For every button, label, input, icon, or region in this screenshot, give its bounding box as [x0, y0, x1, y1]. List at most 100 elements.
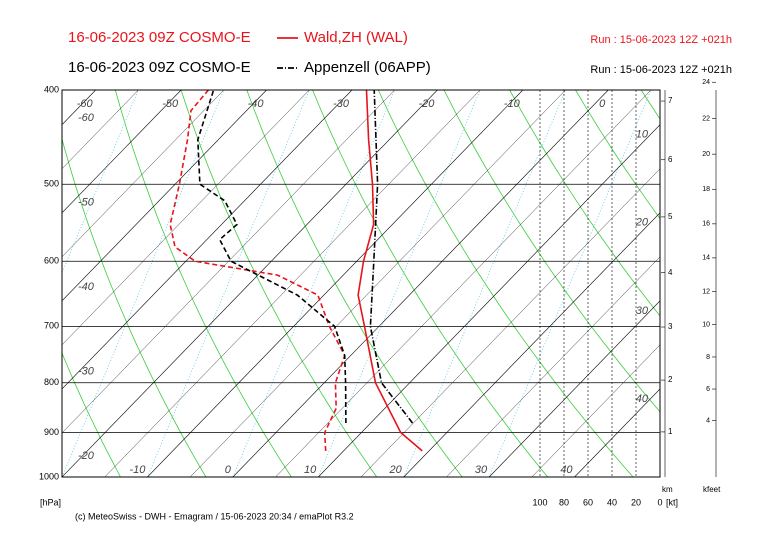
isotherm-label: 10	[636, 129, 649, 141]
dry-adiabat	[174, 68, 376, 477]
isotherm-minor	[105, 90, 480, 477]
height-tick-label: 24	[702, 79, 710, 86]
grid-layer	[0, 68, 766, 477]
isotherm-label: -60	[77, 98, 94, 110]
dry-adiabat-label: -60	[78, 112, 95, 124]
dry-adiabat-label: -50	[78, 196, 95, 208]
isotherm-minor	[446, 90, 766, 477]
isotherm-label: 20	[635, 217, 649, 229]
plot-frame	[62, 90, 660, 477]
mixing-ratio-line	[404, 90, 566, 477]
height-tick-label: 2	[668, 375, 673, 384]
isotherm-label: 30	[475, 464, 488, 476]
height-tick-label: 1	[668, 427, 673, 436]
isotherm-label: -10	[130, 464, 147, 476]
dewpoint-curve	[170, 90, 345, 451]
height-tick-label: 7	[668, 96, 673, 105]
y-tick-label: 400	[44, 84, 59, 94]
dry-adiabat	[369, 68, 633, 477]
isotherm-label: 40	[560, 464, 573, 476]
temperature-curve	[358, 90, 422, 451]
isotherm	[318, 90, 693, 477]
station-name: Wald,ZH (WAL)	[304, 29, 408, 46]
height-tick-label: 6	[668, 155, 673, 164]
height-tick-label: 14	[702, 255, 710, 262]
run-info: Run : 15-06-2023 12Z +021h	[590, 64, 732, 76]
height-tick-label: 18	[702, 186, 710, 193]
isotherm-label: -30	[333, 98, 350, 110]
wind-tick-label: 40	[607, 497, 617, 507]
mixing-ratio-line	[147, 90, 309, 477]
height-tick-label: 8	[706, 354, 710, 361]
wind-tick-label: 100	[532, 497, 547, 507]
dry-adiabat	[304, 68, 548, 477]
height-tick-label: 4	[668, 268, 673, 277]
isotherm	[147, 90, 522, 477]
height-tick-label: 4	[706, 417, 710, 424]
height-tick-label: 6	[706, 386, 710, 393]
isotherm	[489, 90, 766, 477]
y-axis-label: [hPa]	[40, 497, 61, 507]
isotherm-minor	[0, 90, 224, 477]
km-label: km	[662, 485, 673, 494]
isotherm-label: 0	[225, 464, 232, 476]
isotherm-label: -10	[504, 98, 521, 110]
station-name: Appenzell (06APP)	[304, 59, 431, 76]
height-tick-label: 12	[702, 288, 710, 295]
station-model: 16-06-2023 09Z COSMO-E	[68, 59, 251, 76]
height-tick-label: 22	[702, 115, 710, 122]
dry-adiabat	[433, 68, 718, 477]
isotherm-minor	[19, 90, 394, 477]
y-tick-label: 1000	[39, 471, 59, 481]
temperature-curve	[370, 90, 412, 423]
dry-adiabat-label: -20	[78, 450, 95, 462]
height-tick-label: 3	[668, 322, 673, 331]
station-model: 16-06-2023 09Z COSMO-E	[68, 29, 251, 46]
wind-axis-label: [kt]	[666, 497, 678, 507]
y-tick-label: 800	[44, 377, 59, 387]
isotherm-label: 40	[636, 393, 649, 405]
isotherm-label: -50	[162, 98, 179, 110]
isotherm	[233, 90, 608, 477]
kfeet-label: kfeet	[703, 485, 721, 494]
dewpoint-curve	[198, 90, 346, 423]
mixing-ratio-line	[318, 90, 480, 477]
isotherm-label: 0	[599, 98, 606, 110]
mixing-ratio-line	[233, 90, 395, 477]
dry-adiabat	[45, 68, 206, 477]
isotherm	[404, 90, 766, 477]
y-tick-label: 700	[44, 321, 59, 331]
wind-tick-label: 80	[559, 497, 569, 507]
dry-adiabat-label: -30	[78, 365, 95, 377]
dry-adiabat	[239, 68, 462, 477]
isotherm-minor	[361, 90, 736, 477]
isotherm	[0, 90, 267, 477]
isotherm-label: -40	[248, 98, 265, 110]
footer: (c) MeteoSwiss - DWH - Emagram / 15-06-2…	[75, 511, 354, 521]
y-tick-label: 500	[44, 179, 59, 189]
isotherm-label: -20	[418, 98, 435, 110]
isotherm-label: 20	[388, 464, 402, 476]
mixing-ratio-line	[0, 90, 138, 477]
isotherm-minor	[190, 90, 565, 477]
isotherm	[0, 90, 352, 477]
isotherm-label: 10	[304, 464, 317, 476]
isotherm-minor	[0, 90, 309, 477]
dry-adiabat	[0, 68, 35, 477]
mixing-ratio-line	[489, 90, 651, 477]
y-tick-label: 600	[44, 256, 59, 266]
height-tick-label: 16	[702, 221, 710, 228]
dry-adiabat-label: -40	[78, 281, 95, 293]
curve-layer	[170, 90, 422, 451]
height-tick-label: 5	[668, 212, 673, 221]
height-tick-label: 10	[702, 321, 710, 328]
y-tick-label: 900	[44, 427, 59, 437]
wind-tick-label: 20	[631, 497, 641, 507]
dry-adiabat	[693, 68, 766, 477]
isotherm-minor	[0, 90, 138, 477]
wind-tick-label: 60	[583, 497, 593, 507]
isotherm	[62, 90, 437, 477]
isotherm	[575, 90, 766, 477]
isotherm-minor	[532, 90, 766, 477]
